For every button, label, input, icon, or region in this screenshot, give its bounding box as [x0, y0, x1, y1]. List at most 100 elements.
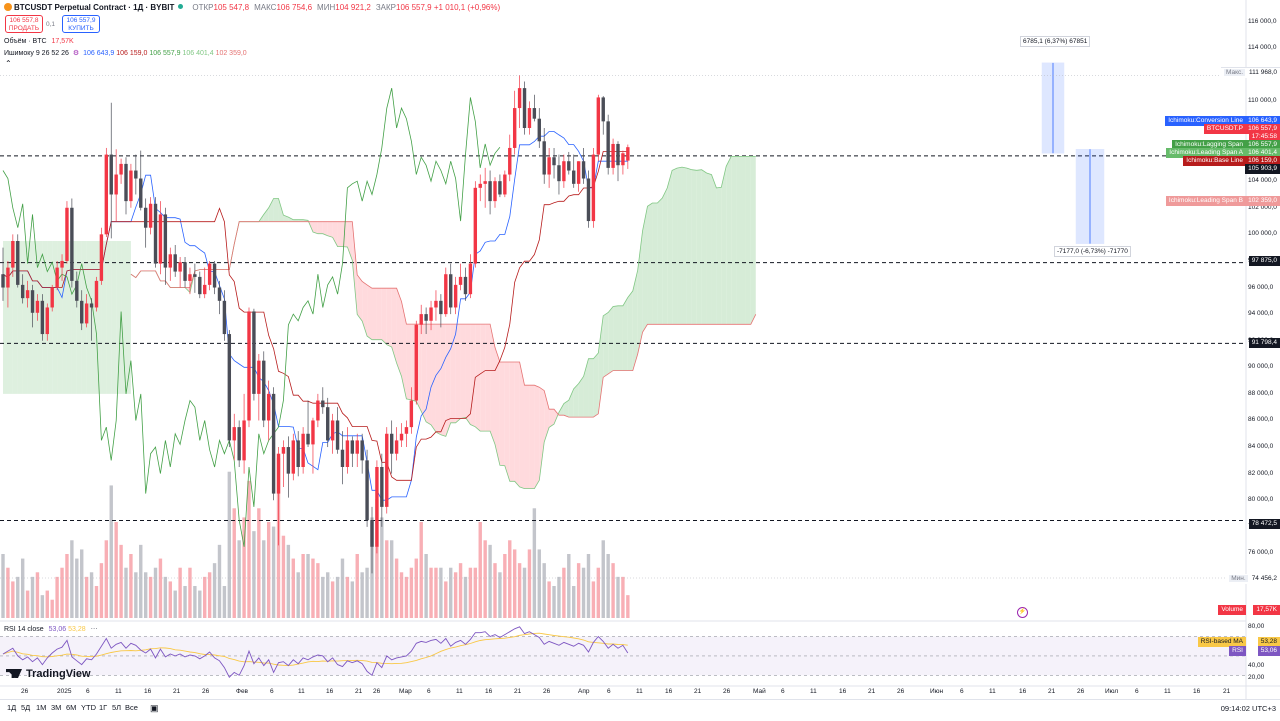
- time-tick: 2025: [57, 688, 72, 695]
- volume-bar: [503, 554, 507, 618]
- volume-bar: [626, 595, 630, 618]
- candle: [434, 300, 438, 308]
- volume-bar: [350, 581, 355, 618]
- volume-bar: [335, 576, 340, 618]
- cloud-segment: [745, 156, 751, 325]
- candle: [207, 263, 212, 285]
- candle: [198, 276, 202, 295]
- timeframe-3[interactable]: 3М: [51, 703, 62, 712]
- volume-bar: [35, 572, 40, 618]
- price-tick: 96 000,0: [1248, 283, 1274, 291]
- rsi-ma-line: [2, 632, 628, 667]
- time-tick: 16: [144, 688, 152, 695]
- volume-bar: [75, 558, 79, 618]
- timeframe-7[interactable]: 5Л: [112, 703, 122, 712]
- timeframe-4[interactable]: 6М: [66, 703, 77, 712]
- cloud-segment: [563, 400, 569, 418]
- cloud-segment: [57, 241, 63, 394]
- measure-tools[interactable]: [1041, 62, 1105, 244]
- cloud-segment: [573, 383, 579, 418]
- timeframe-6[interactable]: 1Г: [99, 703, 108, 712]
- cloud-segment: [357, 274, 363, 322]
- cloud-segment: [347, 221, 353, 261]
- volume-bar: [281, 535, 286, 618]
- candle: [621, 153, 625, 166]
- volume-legend[interactable]: Объём · BTC 17,57K: [4, 38, 74, 45]
- ichimoku-legend[interactable]: Ишимоку 9 26 52 26 ⚙ 106 643,9 106 159,0…: [4, 50, 247, 57]
- rsi-menu-icon[interactable]: ⋯: [90, 626, 98, 633]
- candle: [611, 143, 615, 168]
- cloud-segment: [332, 221, 338, 247]
- price-tick: 88 000,0: [1248, 389, 1274, 397]
- cloud-segment: [298, 219, 304, 222]
- candle: [134, 170, 138, 179]
- volume-bar: [576, 563, 581, 618]
- sell-button[interactable]: 106 557,8 ПРОДАТЬ: [5, 15, 43, 33]
- rsi-label: RSI: [1229, 646, 1246, 656]
- clock[interactable]: 09:14:02 UTC+3: [1220, 704, 1276, 713]
- volume-bar: [557, 576, 561, 618]
- hline-price-tag: 105 903,9: [1245, 164, 1280, 174]
- timeframe-2[interactable]: 1М: [36, 703, 47, 712]
- cloud-segment: [86, 241, 92, 394]
- volume-bar: [25, 590, 30, 618]
- cloud-segment: [337, 221, 343, 247]
- timeframe-1[interactable]: 5Д: [21, 703, 31, 712]
- time-tick: 16: [1193, 688, 1201, 695]
- cloud-segment: [741, 156, 746, 325]
- volume-bar: [616, 576, 620, 618]
- conv-line-label: Ichimoku:Conversion Line: [1165, 116, 1246, 126]
- volume-bar: [129, 554, 133, 618]
- symbol-header: BTCUSDT Perpetual Contract · 1Д · BYBIT О…: [4, 3, 500, 12]
- measure-down-label[interactable]: -7177,0 (-6,73%) -71770: [1054, 246, 1131, 257]
- volume-bar: [227, 471, 232, 618]
- volume-bar: [222, 586, 227, 618]
- measure-up-label[interactable]: 6785,1 (6,37%) 67851: [1020, 36, 1091, 47]
- volume-bar: [380, 517, 384, 618]
- candle: [242, 420, 246, 461]
- candle: [429, 307, 433, 321]
- candle: [80, 300, 84, 324]
- cloud-segment: [76, 241, 82, 394]
- candle: [552, 157, 556, 166]
- candle: [257, 360, 261, 394]
- timeframe-0[interactable]: 1Д: [7, 703, 17, 712]
- cloud-segment: [327, 221, 333, 238]
- cloud-segment: [534, 385, 540, 489]
- cloud-segment: [317, 221, 323, 234]
- rsi-legend[interactable]: RSI 14 close 53,06 53,28 ⋯: [4, 626, 98, 633]
- time-tick: 21: [173, 688, 181, 695]
- candle: [173, 254, 177, 272]
- candle: [562, 161, 566, 182]
- date-range-icon[interactable]: ▣: [150, 703, 159, 713]
- volume-bar: [552, 586, 556, 618]
- volume-bar: [70, 540, 74, 618]
- volume-bar: [6, 567, 10, 618]
- cloud-segment: [475, 324, 481, 432]
- volume-bar: [242, 517, 246, 618]
- candle: [370, 520, 374, 547]
- volume-bar: [291, 558, 295, 618]
- settings-icon[interactable]: ⚙: [72, 50, 80, 57]
- lagging-span-label: Ichimoku:Lagging Span: [1172, 140, 1246, 150]
- lightning-icon[interactable]: ⚡: [1017, 607, 1028, 618]
- collapse-legend-icon[interactable]: ⌃: [5, 59, 12, 68]
- volume-bar: [522, 567, 527, 618]
- timeframe-8[interactable]: Все: [125, 703, 138, 712]
- volume-bar: [591, 581, 596, 618]
- cloud-segment: [544, 390, 550, 443]
- volume-bar: [365, 567, 369, 618]
- volume-bar: [252, 531, 256, 618]
- cloud-segment: [322, 221, 328, 236]
- cloud-segment: [455, 324, 461, 423]
- volume-bar: [50, 599, 54, 618]
- symbol-title[interactable]: BTCUSDT Perpetual Contract · 1Д · BYBIT: [14, 3, 175, 12]
- candle: [45, 307, 49, 335]
- cloud-segment: [480, 324, 486, 432]
- candle: [109, 154, 113, 195]
- timeframe-5[interactable]: YTD: [81, 703, 96, 712]
- buy-button[interactable]: 106 557,9 КУПИТЬ: [62, 15, 100, 33]
- volume-label: Volume: [1218, 605, 1246, 615]
- cloud-segment: [613, 305, 618, 371]
